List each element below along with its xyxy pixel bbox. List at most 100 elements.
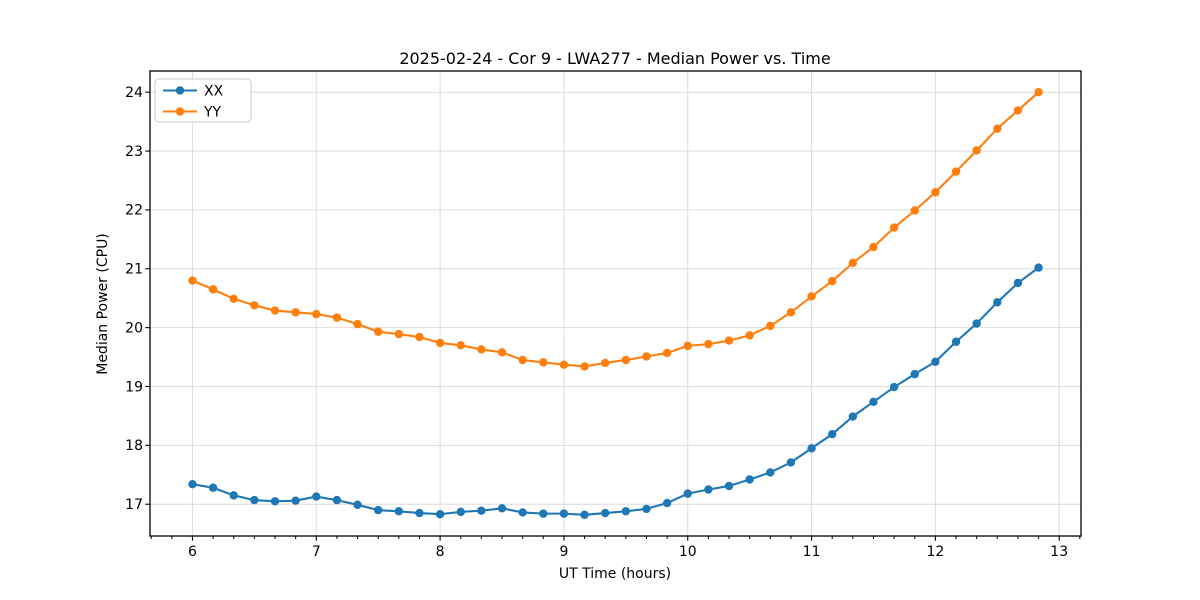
data-point xyxy=(807,444,816,453)
data-point xyxy=(621,355,631,365)
y-tick-label: 22 xyxy=(125,203,143,219)
data-point xyxy=(394,507,404,516)
x-tick-label: 7 xyxy=(312,544,321,560)
data-point xyxy=(188,480,197,489)
series-line xyxy=(192,266,1040,516)
data-point xyxy=(662,498,672,508)
y-tick-label: 23 xyxy=(125,144,143,160)
y-tick-label: 18 xyxy=(125,438,143,454)
data-point xyxy=(270,306,280,315)
x-tick-label: 12 xyxy=(926,544,944,560)
legend: XX YY xyxy=(154,78,252,123)
data-point xyxy=(828,276,837,286)
data-point xyxy=(353,500,362,510)
axes-spines xyxy=(149,70,1082,537)
data-point xyxy=(766,321,775,331)
data-point xyxy=(704,339,713,349)
legend-box xyxy=(154,78,252,123)
data-point xyxy=(704,485,713,494)
data-point xyxy=(683,341,692,351)
data-point xyxy=(208,285,218,294)
data-point xyxy=(972,319,981,328)
data-point xyxy=(600,508,610,518)
data-point xyxy=(951,167,961,176)
data-point xyxy=(435,338,445,348)
y-tick-label: 17 xyxy=(125,497,143,513)
data-point xyxy=(931,357,940,366)
data-point xyxy=(291,308,300,317)
data-point xyxy=(683,489,692,498)
data-point xyxy=(435,510,445,519)
data-point xyxy=(848,412,858,421)
data-point xyxy=(1013,278,1023,288)
x-tick-label: 10 xyxy=(679,544,697,560)
x-tick-label: 13 xyxy=(1050,544,1068,560)
legend-marker xyxy=(175,86,185,95)
plot-area: 6 7 8 9 10 11 12 13 17 18 19 20 21 22 23 24 XX YY xyxy=(125,70,1082,560)
data-point xyxy=(724,336,734,345)
data-point xyxy=(889,223,899,232)
data-point xyxy=(415,332,424,342)
x-tick-label: 8 xyxy=(436,544,445,560)
data-point xyxy=(539,509,548,518)
data-point xyxy=(312,309,321,319)
data-point xyxy=(889,382,899,392)
data-point xyxy=(373,505,383,515)
data-point xyxy=(415,508,424,518)
data-point xyxy=(1034,87,1043,97)
series-yy xyxy=(188,87,1043,371)
data-point xyxy=(291,496,300,505)
data-point xyxy=(931,188,940,197)
data-point xyxy=(497,348,507,357)
data-point xyxy=(662,348,672,358)
data-point xyxy=(559,509,569,518)
x-tick-label: 6 xyxy=(188,544,197,560)
data-point xyxy=(766,468,775,477)
y-tick-label: 20 xyxy=(125,320,143,336)
data-point xyxy=(353,319,362,329)
data-point xyxy=(993,124,1002,133)
data-point xyxy=(745,331,754,340)
series-xx xyxy=(188,263,1043,520)
data-point xyxy=(332,495,342,505)
data-point xyxy=(270,497,280,506)
data-point xyxy=(993,298,1002,307)
legend-marker xyxy=(175,107,185,116)
data-point xyxy=(208,483,218,492)
data-point xyxy=(332,313,342,322)
data-point xyxy=(539,358,548,367)
data-point xyxy=(559,360,569,369)
data-point xyxy=(477,345,486,354)
data-point xyxy=(497,504,507,513)
y-tick-label: 24 xyxy=(125,85,143,101)
data-point xyxy=(642,352,651,361)
x-axis-label: UT Time (hours) xyxy=(559,566,671,582)
data-point xyxy=(250,301,259,310)
legend-label: YY xyxy=(203,104,222,120)
data-point xyxy=(642,504,651,514)
data-point xyxy=(745,475,754,484)
data-point xyxy=(456,341,465,350)
data-point xyxy=(869,242,878,252)
data-point xyxy=(580,362,589,371)
data-point xyxy=(910,206,919,215)
data-point xyxy=(456,507,465,517)
legend-label: XX xyxy=(204,83,224,99)
data-point xyxy=(229,294,238,303)
data-point xyxy=(910,369,919,379)
data-point xyxy=(828,429,837,439)
data-point xyxy=(477,506,486,515)
data-point xyxy=(951,337,961,346)
data-point xyxy=(188,276,197,285)
data-point xyxy=(229,491,238,500)
y-tick-label: 19 xyxy=(125,379,143,395)
data-point xyxy=(621,507,631,516)
chart-title: 2025-02-24 - Cor 9 - LWA277 - Median Pow… xyxy=(399,49,830,68)
series-line xyxy=(192,91,1040,368)
data-point xyxy=(786,308,796,317)
data-point xyxy=(807,292,816,301)
data-point xyxy=(724,481,734,491)
y-tick-label: 21 xyxy=(125,262,143,278)
